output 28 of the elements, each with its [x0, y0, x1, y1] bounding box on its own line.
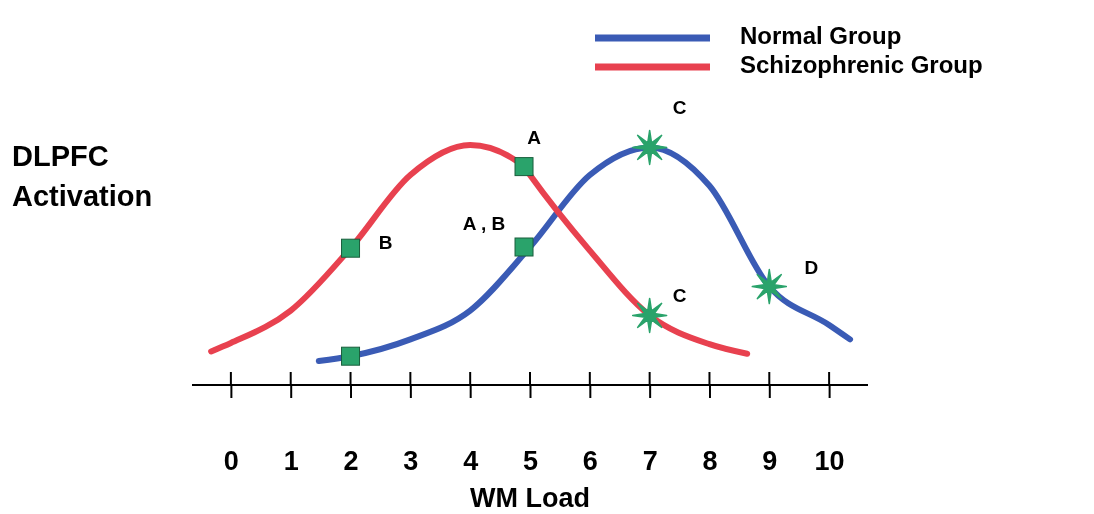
legend-label: Schizophrenic Group	[740, 51, 983, 79]
point	[341, 238, 361, 258]
x-tick-label: 7	[642, 446, 658, 477]
annotation: C	[672, 97, 687, 119]
point	[514, 157, 534, 177]
x-axis-title: WM Load	[470, 483, 590, 513]
x-tick-label: 1	[283, 446, 299, 477]
annotation: C	[672, 285, 687, 307]
x-tick-label: 8	[702, 446, 718, 477]
x-tick-label: 4	[463, 446, 479, 477]
y-axis-title: DLPFC Activation	[12, 140, 153, 212]
point	[631, 129, 668, 166]
x-tick-label: 6	[582, 446, 598, 477]
x-tick-label: 9	[762, 446, 778, 477]
point	[631, 297, 668, 334]
point	[341, 346, 361, 366]
annotation: A	[527, 126, 542, 148]
x-tick-label: 0	[223, 446, 239, 477]
x-tick-label: 5	[522, 446, 539, 477]
x-tick-label: 10	[814, 446, 845, 477]
legend-label: Normal Group	[740, 22, 902, 50]
annotation: D	[804, 256, 819, 278]
point	[751, 268, 788, 305]
x-tick-label: 2	[343, 446, 359, 477]
x-tick-label: 3	[403, 446, 419, 477]
annotation: B	[378, 232, 393, 254]
point	[514, 237, 534, 257]
annotation: A , B	[462, 213, 506, 235]
